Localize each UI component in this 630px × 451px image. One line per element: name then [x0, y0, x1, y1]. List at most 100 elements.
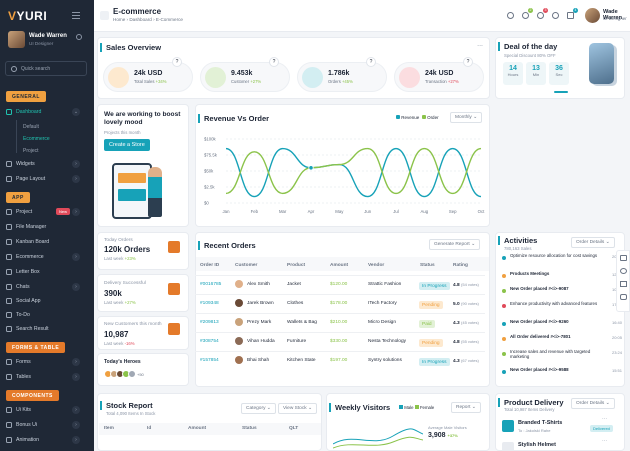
table-row[interactable]: #308754 Vihan Hudda Furniture $330.00 Ne… [195, 332, 485, 351]
sidebar-user[interactable]: Wade Warren UI Designer [8, 31, 86, 55]
activity-item[interactable]: New Order placed #<i>-9260 16:40 [498, 318, 624, 331]
activity-item[interactable]: Products Meetings12:04 [498, 270, 624, 283]
sidebar-item-todo[interactable]: To-Do [6, 310, 86, 321]
chart-legend: Revenue Order [396, 115, 439, 120]
category-dropdown[interactable]: Category ⌄ [241, 403, 276, 414]
info-icon[interactable]: ? [463, 57, 473, 67]
sidebar-item-ecommerce[interactable]: Ecommerce › [6, 252, 86, 263]
product-delivery-card: Product Delivery Total 10,987 Items Deli… [495, 393, 625, 451]
avatar[interactable] [128, 370, 136, 378]
heroes-more[interactable]: +50 [137, 372, 144, 377]
col-order-id[interactable]: Order ID [200, 263, 220, 268]
table-row[interactable]: #157854 Bhai Shah Kitchen State $197.00 … [195, 351, 485, 370]
sidebar-sub-default[interactable]: Default [23, 124, 39, 130]
col-customer[interactable]: Customer [235, 263, 258, 268]
list-item[interactable]: Branded T-Shirts To : Jakolski Rahe ··· … [502, 416, 620, 439]
table-icon [6, 374, 12, 380]
phone-image [589, 43, 614, 84]
activity-item[interactable]: All Order delivered #<i>-7801 20:05 [498, 333, 624, 346]
section-forms: FORMS & TABLE [6, 342, 66, 353]
header-user-name: Wade Warren [603, 9, 623, 21]
visitors-chart [333, 428, 423, 449]
cart-icon[interactable] [567, 12, 574, 19]
sidebar-item-forms[interactable]: Forms › [6, 357, 86, 368]
table-row[interactable]: #109348 Jarek Brown Clothes $178.00 ITec… [195, 294, 485, 313]
camera-icon[interactable] [620, 268, 627, 274]
period-dropdown[interactable]: Monthly ⌄ [450, 112, 483, 123]
activity-item[interactable]: New Order placed #<i>-908710:59 [498, 285, 624, 298]
info-icon[interactable]: ? [366, 57, 376, 67]
x-tick-label: Mar [279, 209, 287, 214]
order-details-button[interactable]: Order Details ⌄ [571, 237, 615, 248]
sidebar-item-animation[interactable]: Animation › [6, 435, 86, 446]
sidebar-sub-project[interactable]: Project [23, 148, 39, 154]
avatar[interactable] [585, 8, 600, 23]
col-amount[interactable]: Amount [330, 263, 349, 268]
breadcrumb[interactable]: Home › Dashboard › E-Commerce [113, 17, 183, 22]
sidebar-item-social-app[interactable]: Social App [6, 296, 86, 307]
card-title: Revenue Vs Order [198, 114, 269, 123]
table-row[interactable]: #0016785 Alex Smith Jacket $120.00 Strat… [195, 275, 485, 294]
countdown-hours: 14 Hours [503, 62, 523, 85]
moon-icon[interactable] [552, 12, 559, 19]
data-point [308, 165, 314, 171]
sidebar-item-letter-box[interactable]: Letter Box [6, 267, 86, 278]
generate-report-button[interactable]: Generate Report ⌄ [429, 239, 481, 250]
more-icon[interactable]: ... [477, 41, 483, 48]
y-tick-label: $50k [204, 169, 214, 174]
sidebar-item-dashboard[interactable]: Dashboard ⌄ [6, 107, 86, 118]
more-icon[interactable]: ··· [602, 416, 607, 422]
sidebar-item-widgets[interactable]: Widgets › [6, 159, 86, 170]
list-item[interactable]: Stylish Helmet ··· [502, 438, 620, 451]
customer-icon [205, 67, 226, 88]
table-row[interactable]: #209813 Prezy Mark Wallets & Bag $210.00… [195, 313, 485, 332]
activity-item[interactable]: Optimize resource allocation for cost sa… [498, 252, 624, 265]
sidebar-item-file-manager[interactable]: File Manager [6, 222, 86, 233]
sidebar-item-search-result[interactable]: Search Result [6, 324, 86, 335]
sidebar-item-ui-kits[interactable]: Ui Kits › [6, 405, 86, 416]
col-vendor[interactable]: Vendor [368, 263, 385, 268]
activity-item[interactable]: Enhance productivity with advanced featu… [498, 300, 624, 313]
chat-icon[interactable] [620, 294, 627, 300]
stat-transaction: 24k USD Transaction +27% ? [394, 57, 484, 92]
sidebar-item-tables[interactable]: Tables › [6, 372, 86, 383]
sidebar-item-chats[interactable]: Chats › [6, 282, 86, 293]
info-icon[interactable]: ? [172, 57, 182, 67]
create-store-button[interactable]: Create a Store [104, 139, 150, 151]
info-icon[interactable]: ? [269, 57, 279, 67]
notification-badge: 2 [528, 8, 533, 13]
order-details-button[interactable]: Order Details ⌄ [571, 398, 615, 409]
view-stock-dropdown[interactable]: View Stock ⌄ [278, 403, 317, 414]
sidebar-sub-ecommerce[interactable]: Ecommerce [23, 136, 50, 142]
sidebar-item-bonus-ui[interactable]: Bonus Ui › [6, 420, 86, 431]
boost-subtitle: Projects this month [104, 130, 141, 135]
col-product[interactable]: Product [287, 263, 306, 268]
activities-card: Activities 780,163 Sales Order Details ⌄ [495, 232, 625, 387]
sidebar-item-kanban[interactable]: Kanban Board [6, 237, 86, 248]
layout-icon[interactable] [620, 255, 627, 261]
search-input[interactable]: Quick search [5, 61, 87, 76]
stat-orders: 1.786k Orders +45% ? [297, 57, 387, 92]
settings-icon[interactable] [76, 34, 82, 40]
app-logo[interactable]: VYURI [8, 9, 48, 23]
more-icon[interactable]: ··· [602, 438, 607, 444]
search-icon[interactable] [507, 12, 514, 19]
col-status[interactable]: Status [420, 263, 435, 268]
menu-icon[interactable] [100, 11, 109, 20]
status-badge: Pending [419, 301, 443, 309]
bell-icon[interactable] [522, 12, 529, 19]
settings-icon[interactable] [620, 281, 627, 287]
carousel-dots[interactable] [554, 91, 568, 93]
sidebar-toggle-icon[interactable] [72, 12, 80, 19]
report-dropdown[interactable]: Report ⌄ [451, 402, 481, 413]
sales-icon [108, 67, 129, 88]
sidebar-item-page-layout[interactable]: Page Layout › [6, 174, 86, 185]
chat-icon[interactable] [537, 12, 544, 19]
card-title: Stock Report [100, 401, 153, 410]
chevron-right-icon: › [72, 208, 80, 216]
activity-item[interactable]: New Order placed #<i>-9588 15:51 [498, 366, 624, 379]
col-rating[interactable]: Rating [453, 263, 468, 268]
sidebar-item-project[interactable]: Project New › [6, 207, 86, 218]
card-title: Product Delivery [498, 398, 564, 407]
activity-item[interactable]: Increase sales and revenue with targeted… [498, 348, 624, 361]
